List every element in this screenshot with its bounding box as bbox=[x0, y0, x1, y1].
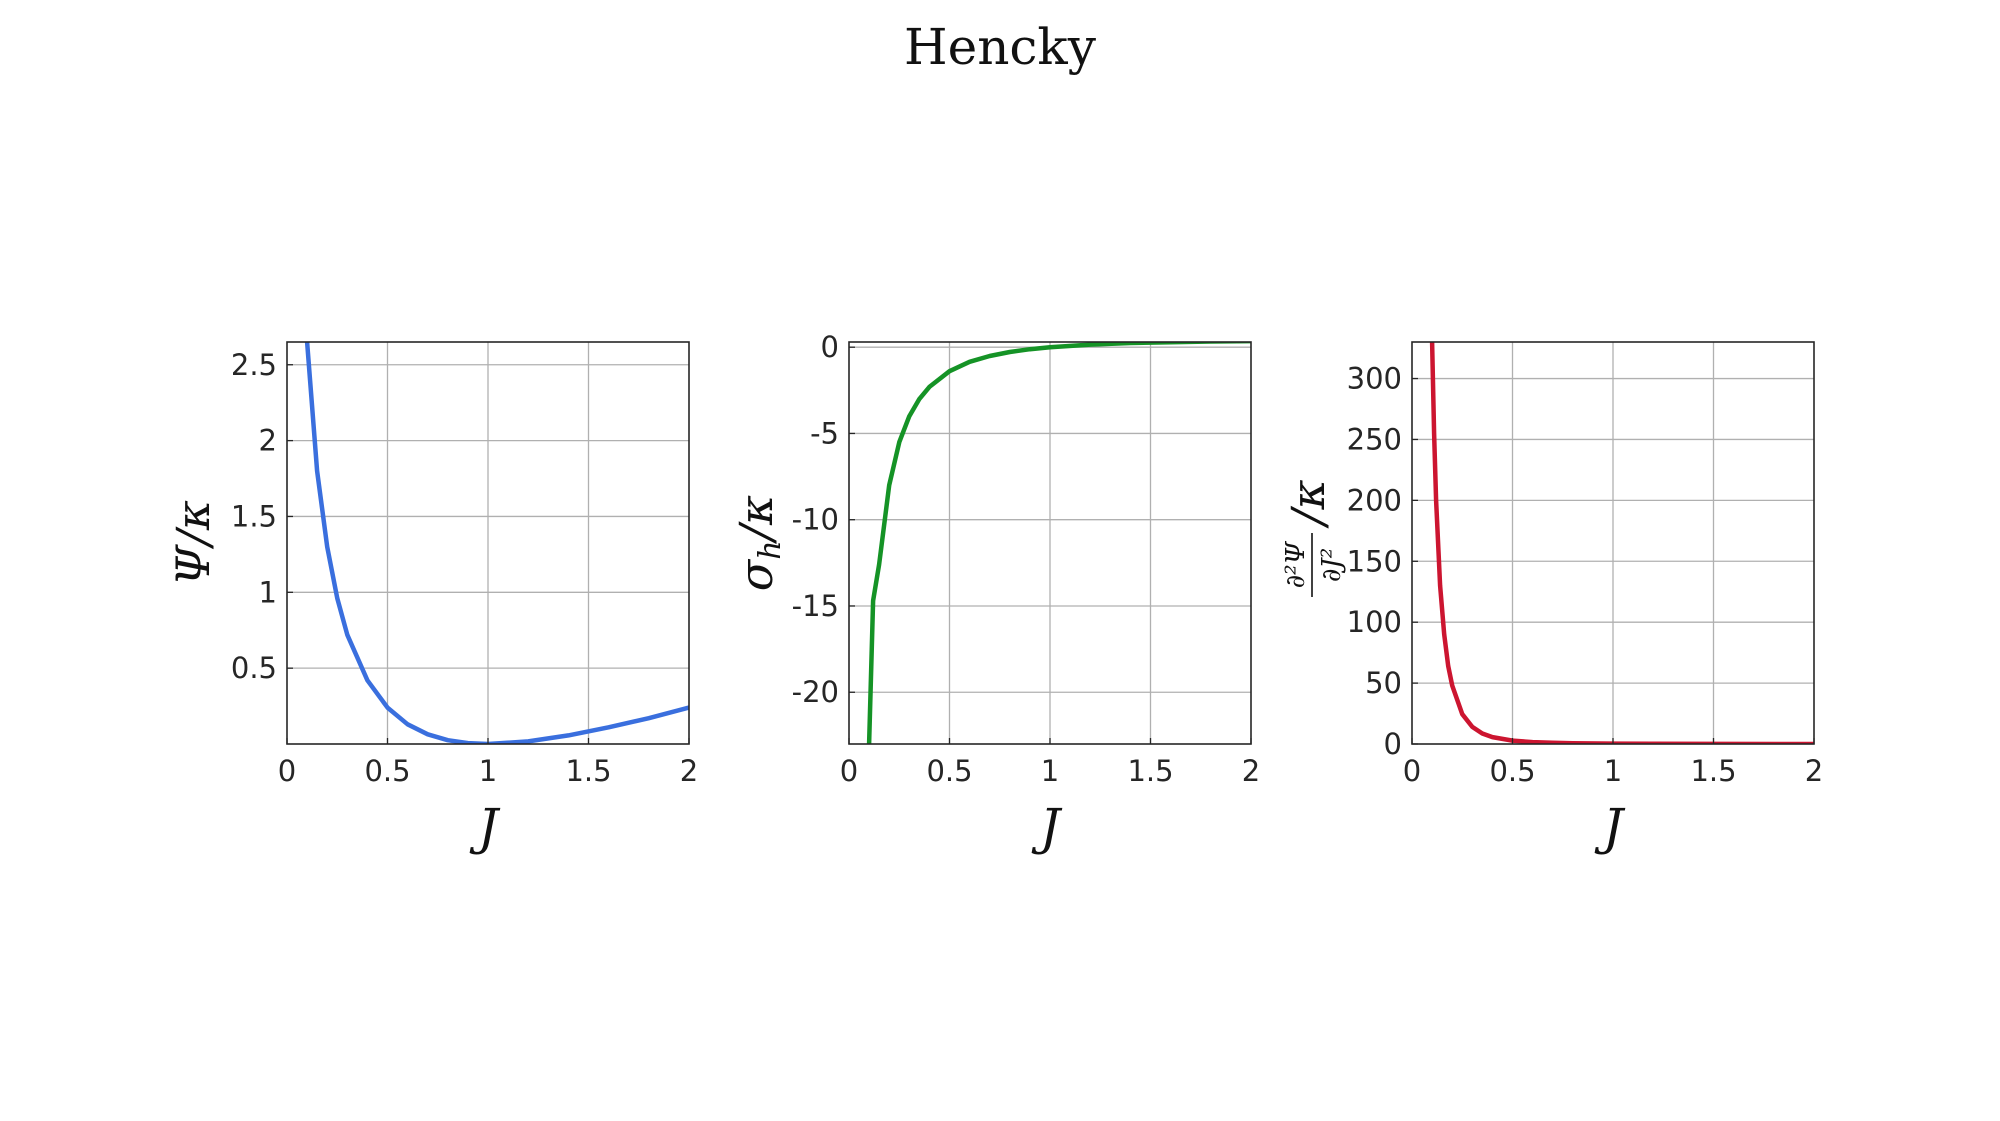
x-tick-label: 0.5 bbox=[364, 754, 410, 788]
x-tick-label: 2 bbox=[1242, 754, 1260, 788]
x-axis-label: J bbox=[1031, 798, 1063, 856]
y-axis-label: ∂²Ψ ∂J²/κ bbox=[1281, 479, 1347, 597]
y-tick-label: 300 bbox=[1347, 362, 1402, 396]
y-axis-label: σh/κ bbox=[729, 495, 788, 591]
x-tick-label: 0 bbox=[840, 754, 858, 788]
x-tick-label: 2 bbox=[680, 754, 698, 788]
y-tick-label: 2 bbox=[259, 424, 277, 458]
y-tick-label: 200 bbox=[1347, 483, 1402, 517]
y-axis-label-numerator: ∂²Ψ bbox=[1281, 540, 1311, 588]
y-tick-label: 150 bbox=[1347, 544, 1402, 578]
x-tick-label: 1.5 bbox=[1690, 754, 1736, 788]
y-tick-label: 0.5 bbox=[231, 651, 277, 685]
y-tick-label: 0 bbox=[821, 330, 839, 364]
y-tick-label: 100 bbox=[1347, 605, 1402, 639]
y-axis-label-denominator: ∂J² bbox=[1317, 548, 1347, 582]
y-tick-label: 50 bbox=[1365, 666, 1402, 700]
x-tick-label: 2 bbox=[1805, 754, 1823, 788]
x-tick-label: 1.5 bbox=[565, 754, 611, 788]
y-axis-label: Ψ/κ bbox=[166, 500, 220, 586]
panel-second-derivative: 0 0.5 1 1.5 2 0 50 100 150 200 250 300 J ∂²Ψ ∂J²/κ bbox=[1281, 341, 1823, 856]
x-axis-label: J bbox=[1594, 798, 1626, 856]
x-axis-label: J bbox=[469, 798, 501, 856]
y-tick-label: 1.5 bbox=[231, 499, 277, 533]
x-tick-label: 1 bbox=[479, 754, 497, 788]
y-axis-label-text: σh/κ bbox=[729, 495, 788, 591]
y-tick-label: 1 bbox=[259, 575, 277, 609]
x-tick-label: 0.5 bbox=[1489, 754, 1535, 788]
y-tick-label: 0 bbox=[1384, 727, 1402, 761]
y-tick-label: -20 bbox=[792, 675, 839, 709]
series-line bbox=[866, 342, 1251, 744]
x-tick-label: 0.5 bbox=[926, 754, 972, 788]
y-tick-label: 2.5 bbox=[231, 348, 277, 382]
x-tick-label: 1 bbox=[1604, 754, 1622, 788]
y-tick-label: -10 bbox=[792, 503, 839, 537]
x-tick-label: 1 bbox=[1041, 754, 1059, 788]
y-tick-label: -15 bbox=[792, 589, 839, 623]
figure-title: Hencky bbox=[904, 18, 1096, 76]
x-tick-label: 1.5 bbox=[1127, 754, 1173, 788]
panel-stress: 0 0.5 1 1.5 2 -20 -15 -10 -5 0 Jσh/κ bbox=[729, 330, 1260, 856]
y-tick-label: 250 bbox=[1347, 422, 1402, 456]
panel-potential: 0 0.5 1 1.5 2 0.5 1 1.5 2 2.5 J Ψ/κ bbox=[166, 341, 698, 856]
y-axis-label-text: Ψ/κ bbox=[166, 500, 220, 586]
x-tick-label: 0 bbox=[1403, 754, 1421, 788]
series-line bbox=[304, 342, 689, 744]
y-tick-label: -5 bbox=[810, 416, 839, 450]
y-axis-label-suffix: /κ bbox=[1281, 479, 1335, 529]
x-tick-label: 0 bbox=[278, 754, 296, 788]
